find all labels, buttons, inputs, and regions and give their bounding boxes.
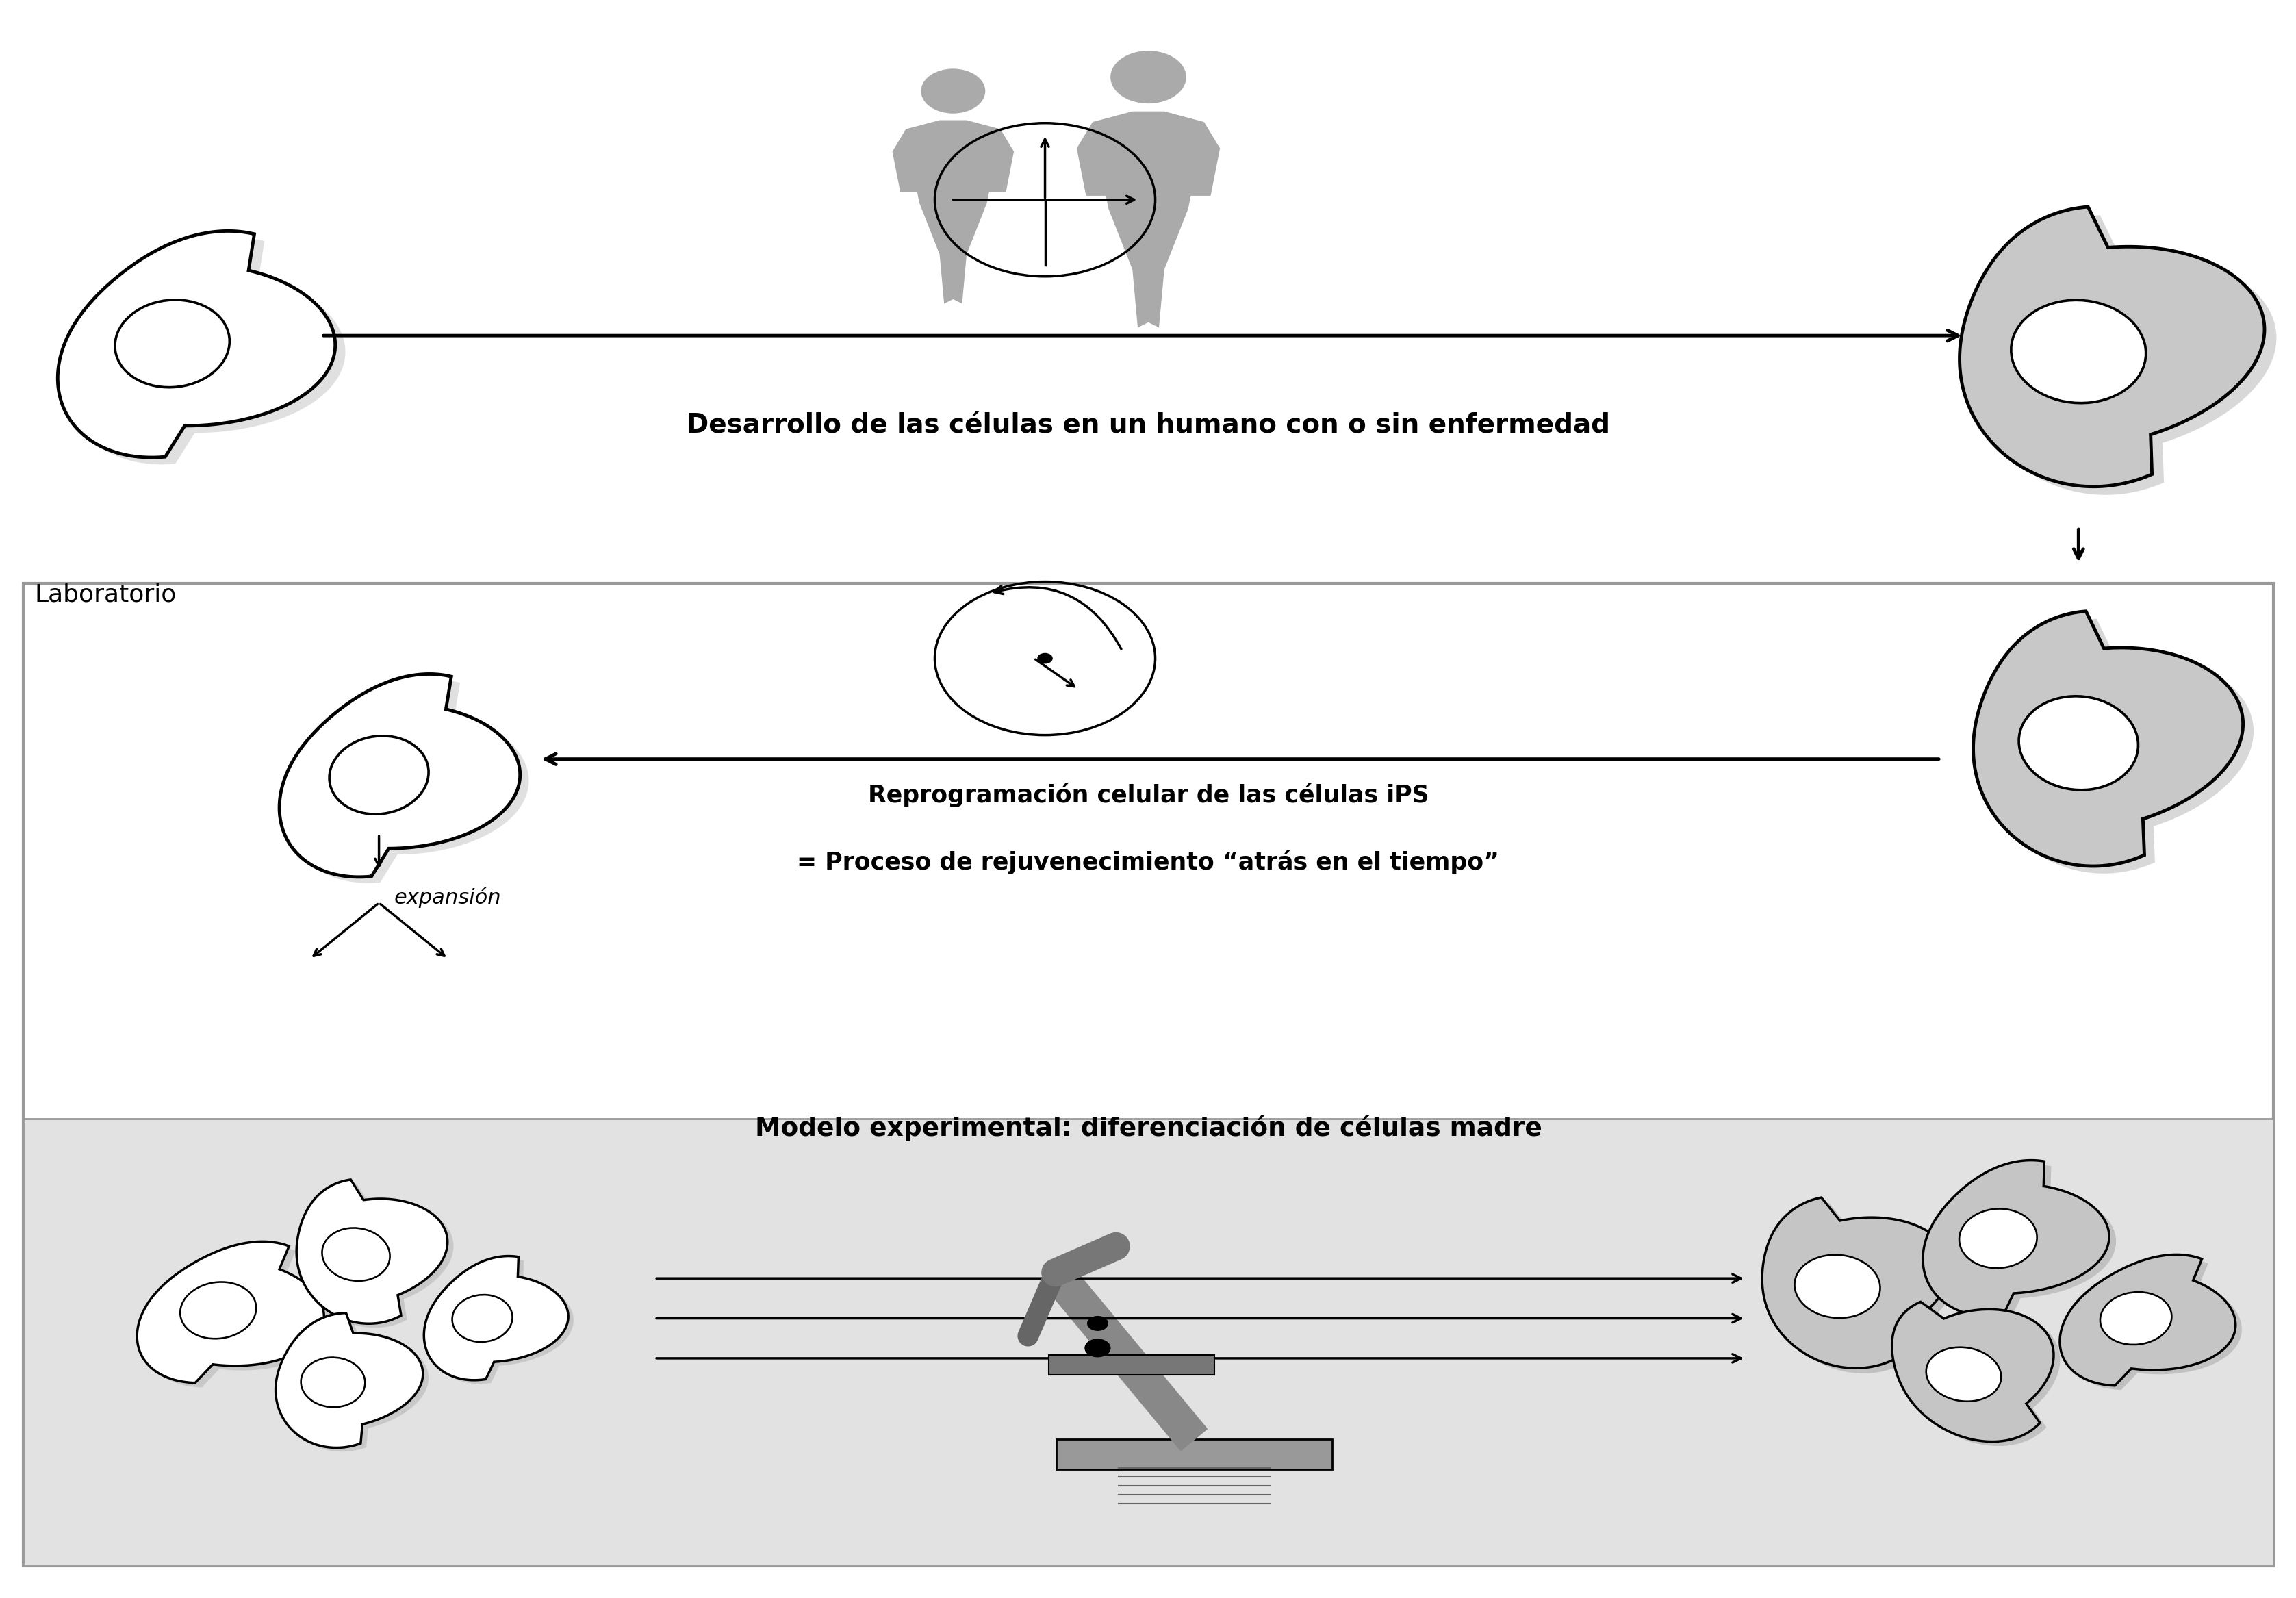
Polygon shape — [296, 1179, 448, 1323]
Polygon shape — [2066, 1259, 2241, 1390]
Polygon shape — [1984, 618, 2252, 874]
Polygon shape — [69, 238, 344, 465]
Circle shape — [1038, 654, 1052, 663]
Text: Modelo experimental: diferenciación de células madre: Modelo experimental: diferenciación de c… — [755, 1115, 1541, 1141]
Text: = Proceso de rejuvenecimiento “atrás en el tiempo”: = Proceso de rejuvenecimiento “atrás en … — [797, 850, 1499, 874]
Polygon shape — [1922, 1160, 2108, 1317]
Polygon shape — [145, 1246, 331, 1387]
Ellipse shape — [1926, 1347, 2000, 1401]
Ellipse shape — [301, 1357, 365, 1408]
Ellipse shape — [328, 737, 429, 813]
Polygon shape — [280, 674, 519, 877]
Polygon shape — [1929, 1165, 2115, 1322]
Circle shape — [921, 69, 985, 113]
Ellipse shape — [1958, 1208, 2037, 1269]
Polygon shape — [303, 1184, 452, 1328]
Circle shape — [1088, 1317, 1107, 1331]
FancyBboxPatch shape — [1049, 1355, 1215, 1374]
Bar — [23, 1119, 2273, 1566]
Polygon shape — [1892, 1302, 2053, 1441]
Polygon shape — [276, 1314, 422, 1448]
Text: expansión: expansión — [395, 887, 501, 908]
Circle shape — [1084, 1339, 1109, 1357]
Ellipse shape — [2099, 1293, 2172, 1344]
Text: Desarrollo de las células en un humano con o sin enfermedad: Desarrollo de las células en un humano c… — [687, 412, 1609, 438]
Polygon shape — [1899, 1306, 2060, 1446]
Polygon shape — [1972, 612, 2243, 866]
Bar — [23, 583, 2273, 1566]
Polygon shape — [429, 1259, 574, 1384]
Ellipse shape — [452, 1294, 512, 1342]
Ellipse shape — [2018, 697, 2138, 789]
Polygon shape — [1970, 216, 2275, 495]
Polygon shape — [1077, 112, 1219, 328]
Ellipse shape — [1793, 1254, 1880, 1318]
Polygon shape — [138, 1242, 324, 1382]
Polygon shape — [287, 681, 528, 884]
Polygon shape — [1958, 206, 2264, 486]
Polygon shape — [57, 232, 335, 457]
Ellipse shape — [179, 1282, 257, 1339]
Polygon shape — [2060, 1254, 2234, 1385]
Ellipse shape — [2011, 300, 2144, 403]
Text: Laboratorio: Laboratorio — [34, 583, 177, 607]
Polygon shape — [1761, 1197, 1949, 1368]
FancyBboxPatch shape — [1056, 1440, 1332, 1469]
Text: Reprogramación celular de las células iPS: Reprogramación celular de las células iP… — [868, 783, 1428, 807]
Polygon shape — [893, 120, 1013, 304]
Ellipse shape — [321, 1227, 390, 1282]
Polygon shape — [280, 1317, 429, 1451]
Circle shape — [1111, 51, 1187, 104]
Ellipse shape — [115, 300, 230, 387]
Polygon shape — [425, 1256, 567, 1381]
Polygon shape — [1770, 1203, 1958, 1373]
